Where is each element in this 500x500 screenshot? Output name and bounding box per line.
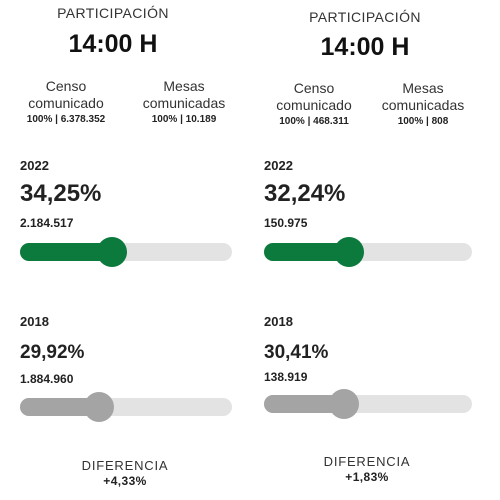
- previous-percent: 29,92%: [20, 342, 85, 363]
- previous-progress-track: [264, 389, 472, 419]
- previous-progress-knob: [328, 389, 359, 419]
- mesas-label: Mesas comunicadas: [381, 80, 465, 113]
- difference-value: +4,33%: [103, 474, 147, 488]
- difference-value: +1,83%: [345, 470, 389, 484]
- previous-percent: 30,41%: [264, 342, 329, 363]
- current-progress-fill: [20, 243, 112, 261]
- previous-progress-knob: [84, 392, 115, 422]
- participation-panel-left: PARTICIPACIÓN 14:00 H Censo comunicado 1…: [0, 0, 240, 500]
- participation-panel-right: PARTICIPACIÓN 14:00 H Censo comunicado 1…: [252, 0, 492, 500]
- current-percent: 34,25%: [20, 180, 102, 207]
- current-progress-track: [264, 237, 472, 267]
- participation-label: PARTICIPACIÓN: [309, 9, 421, 25]
- previous-progress-track: [20, 392, 232, 422]
- current-year: 2022: [264, 158, 293, 173]
- mesas-stat: Mesas comunicadas 100% | 808: [368, 80, 478, 129]
- censo-label: Censo comunicado: [276, 80, 352, 113]
- mesas-value: 100% | 808: [397, 116, 449, 127]
- previous-progress-fill: [20, 398, 100, 416]
- censo-stat: Censo comunicado 100% | 468.311: [266, 80, 362, 129]
- time-label: 14:00 H: [320, 33, 410, 61]
- time-label: 14:00 H: [68, 30, 158, 58]
- current-count: 2.184.517: [20, 216, 74, 230]
- censo-value: 100% | 6.378.352: [26, 114, 106, 125]
- previous-progress-fill: [264, 395, 344, 413]
- mesas-label: Mesas comunicadas: [142, 78, 226, 111]
- difference-label: DIFERENCIA: [323, 454, 411, 469]
- mesas-stat: Mesas comunicadas 100% | 10.189: [132, 78, 236, 127]
- censo-value: 100% | 468.311: [279, 116, 349, 127]
- difference-label: DIFERENCIA: [81, 458, 169, 473]
- current-progress-track: [20, 237, 232, 267]
- censo-stat: Censo comunicado 100% | 6.378.352: [18, 78, 114, 127]
- current-count: 150.975: [264, 216, 308, 230]
- mesas-value: 100% | 10.189: [151, 114, 217, 125]
- previous-year: 2018: [264, 314, 293, 329]
- censo-label: Censo comunicado: [28, 78, 104, 111]
- previous-count: 138.919: [264, 370, 308, 384]
- current-year: 2022: [20, 158, 49, 173]
- current-progress-fill: [264, 243, 349, 261]
- current-progress-knob: [96, 237, 127, 267]
- previous-year: 2018: [20, 314, 49, 329]
- participation-label: PARTICIPACIÓN: [57, 5, 169, 21]
- current-percent: 32,24%: [264, 180, 346, 207]
- current-progress-knob: [333, 237, 364, 267]
- previous-count: 1.884.960: [20, 372, 74, 386]
